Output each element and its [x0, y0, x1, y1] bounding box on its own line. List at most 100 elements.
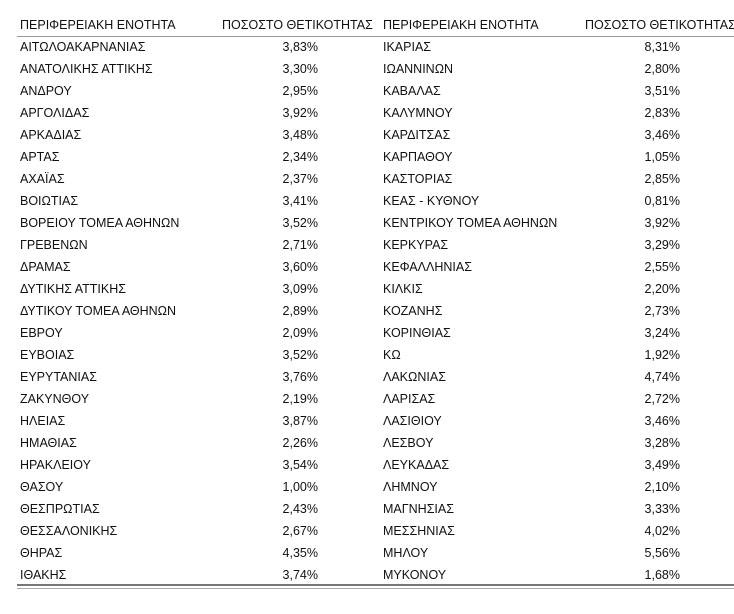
- positivity-rate: 2,71%: [282, 238, 318, 252]
- positivity-rate: 3,48%: [282, 128, 318, 142]
- region-name: ΑΡΤΑΣ: [20, 150, 60, 164]
- region-name: ΑΙΤΩΛΟΑΚΑΡΝΑΝΙΑΣ: [20, 40, 146, 54]
- region-name: ΚΕΦΑΛΛΗΝΙΑΣ: [383, 260, 472, 274]
- positivity-rate: 0,81%: [644, 194, 680, 208]
- positivity-rate: 3,92%: [644, 216, 680, 230]
- positivity-rate: 1,68%: [644, 568, 680, 582]
- positivity-rate: 2,26%: [282, 436, 318, 450]
- positivity-rate: 3,46%: [644, 128, 680, 142]
- column-header: ΠΟΣΟΣΤΟ ΘΕΤΙΚΟΤΗΤΑΣ: [222, 18, 373, 32]
- positivity-rate: 3,33%: [644, 502, 680, 516]
- positivity-rate: 3,09%: [282, 282, 318, 296]
- region-name: ΛΑΣΙΘΙΟΥ: [383, 414, 442, 428]
- region-name: ΖΑΚΥΝΘΟΥ: [20, 392, 90, 406]
- positivity-rate: 4,35%: [282, 546, 318, 560]
- positivity-rate: 8,31%: [644, 40, 680, 54]
- region-name: ΛΕΥΚΑΔΑΣ: [383, 458, 450, 472]
- region-name: ΕΒΡΟΥ: [20, 326, 63, 340]
- positivity-rate: 3,49%: [644, 458, 680, 472]
- positivity-rate: 3,54%: [282, 458, 318, 472]
- region-name: ΒΟΡΕΙΟΥ ΤΟΜΕΑ ΑΘΗΝΩΝ: [20, 216, 180, 230]
- region-name: ΑΝΔΡΟΥ: [20, 84, 72, 98]
- region-name: ΑΝΑΤΟΛΙΚΗΣ ΑΤΤΙΚΗΣ: [20, 62, 153, 76]
- positivity-rate: 3,76%: [282, 370, 318, 384]
- region-name: ΚΕΡΚΥΡΑΣ: [383, 238, 449, 252]
- positivity-rate: 3,28%: [644, 436, 680, 450]
- positivity-rate: 2,67%: [282, 524, 318, 538]
- region-name: ΚΑΡΠΑΘΟΥ: [383, 150, 453, 164]
- region-name: ΚΩ: [383, 348, 401, 362]
- positivity-rate: 3,92%: [282, 106, 318, 120]
- region-name: ΙΘΑΚΗΣ: [20, 568, 67, 582]
- positivity-rate: 2,83%: [644, 106, 680, 120]
- positivity-rate: 3,87%: [282, 414, 318, 428]
- positivity-rate: 4,74%: [644, 370, 680, 384]
- positivity-rate: 3,52%: [282, 348, 318, 362]
- column-header: ΠΕΡΙΦΕΡΕΙΑΚΗ ΕΝΟΤΗΤΑ: [20, 18, 176, 32]
- region-name: ΓΡΕΒΕΝΩΝ: [20, 238, 88, 252]
- region-name: ΘΕΣΠΡΩΤΙΑΣ: [20, 502, 100, 516]
- region-name: ΘΗΡΑΣ: [20, 546, 63, 560]
- positivity-rate: 1,92%: [644, 348, 680, 362]
- region-name: ΜΥΚΟΝΟΥ: [383, 568, 447, 582]
- positivity-rate: 2,37%: [282, 172, 318, 186]
- region-name: ΚΙΛΚΙΣ: [383, 282, 423, 296]
- header-rule: [17, 36, 734, 37]
- region-name: ΚΟΖΑΝΗΣ: [383, 304, 443, 318]
- region-name: ΑΧΑΪΑΣ: [20, 172, 65, 186]
- positivity-rate: 3,41%: [282, 194, 318, 208]
- positivity-rate: 3,51%: [644, 84, 680, 98]
- positivity-rate: 2,95%: [282, 84, 318, 98]
- region-name: ΔΥΤΙΚΗΣ ΑΤΤΙΚΗΣ: [20, 282, 126, 296]
- region-name: ΔΥΤΙΚΟΥ ΤΟΜΕΑ ΑΘΗΝΩΝ: [20, 304, 177, 318]
- positivity-rate: 1,00%: [282, 480, 318, 494]
- positivity-rate: 2,72%: [644, 392, 680, 406]
- positivity-rate: 2,19%: [282, 392, 318, 406]
- positivity-rate: 3,30%: [282, 62, 318, 76]
- region-name: ΕΥΡΥΤΑΝΙΑΣ: [20, 370, 97, 384]
- region-name: ΙΚΑΡΙΑΣ: [383, 40, 432, 54]
- positivity-rate: 3,29%: [644, 238, 680, 252]
- positivity-rate: 2,34%: [282, 150, 318, 164]
- region-name: ΛΑΡΙΣΑΣ: [383, 392, 436, 406]
- positivity-rate: 3,83%: [282, 40, 318, 54]
- region-name: ΚΑΒΑΛΑΣ: [383, 84, 441, 98]
- region-name: ΚΑΣΤΟΡΙΑΣ: [383, 172, 453, 186]
- region-name: ΔΡΑΜΑΣ: [20, 260, 71, 274]
- column-header: ΠΕΡΙΦΕΡΕΙΑΚΗ ΕΝΟΤΗΤΑ: [383, 18, 539, 32]
- positivity-rate: 2,10%: [644, 480, 680, 494]
- region-name: ΛΗΜΝΟΥ: [383, 480, 438, 494]
- bottom-rule: [17, 588, 734, 589]
- positivity-rate: 2,80%: [644, 62, 680, 76]
- region-name: ΚΕΝΤΡΙΚΟΥ ΤΟΜΕΑ ΑΘΗΝΩΝ: [383, 216, 558, 230]
- column-header: ΠΟΣΟΣΤΟ ΘΕΤΙΚΟΤΗΤΑΣ: [585, 18, 734, 32]
- positivity-rate: 2,85%: [644, 172, 680, 186]
- region-name: ΑΡΚΑΔΙΑΣ: [20, 128, 82, 142]
- positivity-rate: 3,52%: [282, 216, 318, 230]
- region-name: ΕΥΒΟΙΑΣ: [20, 348, 75, 362]
- region-name: ΒΟΙΩΤΙΑΣ: [20, 194, 79, 208]
- positivity-rate: 5,56%: [644, 546, 680, 560]
- positivity-rate: 2,09%: [282, 326, 318, 340]
- positivity-rate: 2,73%: [644, 304, 680, 318]
- region-name: ΘΑΣΟΥ: [20, 480, 64, 494]
- positivity-rate: 1,05%: [644, 150, 680, 164]
- region-name: ΗΜΑΘΙΑΣ: [20, 436, 77, 450]
- region-name: ΜΕΣΣΗΝΙΑΣ: [383, 524, 455, 538]
- region-name: ΗΡΑΚΛΕΙΟΥ: [20, 458, 91, 472]
- region-name: ΜΑΓΝΗΣΙΑΣ: [383, 502, 454, 516]
- region-name: ΚΑΛΥΜΝΟΥ: [383, 106, 453, 120]
- region-name: ΙΩΑΝΝΙΝΩΝ: [383, 62, 454, 76]
- positivity-rate: 3,74%: [282, 568, 318, 582]
- positivity-rate: 2,43%: [282, 502, 318, 516]
- region-name: ΛΕΣΒΟΥ: [383, 436, 434, 450]
- bottom-rule: [17, 584, 734, 586]
- region-name: ΑΡΓΟΛΙΔΑΣ: [20, 106, 90, 120]
- positivity-rate: 3,60%: [282, 260, 318, 274]
- region-name: ΚΑΡΔΙΤΣΑΣ: [383, 128, 451, 142]
- positivity-rate: 3,46%: [644, 414, 680, 428]
- positivity-rate: 2,89%: [282, 304, 318, 318]
- positivity-rate: 2,20%: [644, 282, 680, 296]
- region-name: ΚΕΑΣ - ΚΥΘΝΟΥ: [383, 194, 480, 208]
